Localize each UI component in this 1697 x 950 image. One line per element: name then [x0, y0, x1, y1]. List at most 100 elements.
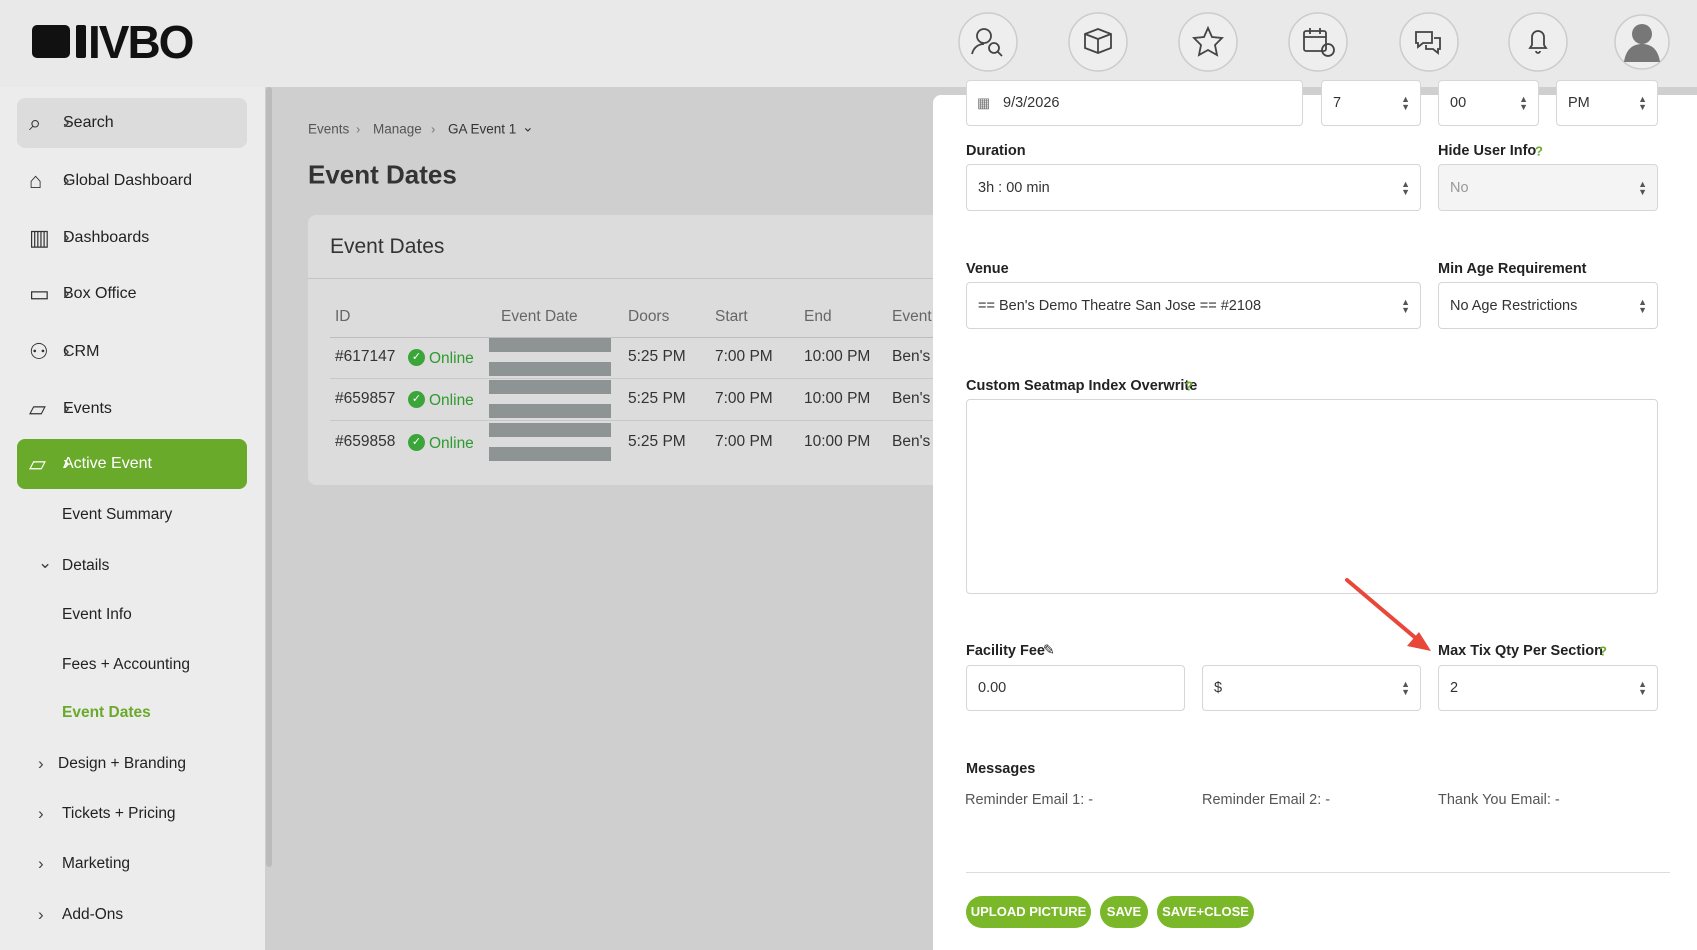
button[interactable]: UPLOAD PICTURE [966, 896, 1091, 928]
select-arrows: ▲ ▼ [1638, 679, 1647, 697]
help-icon[interactable]: ? [1185, 378, 1193, 394]
nav-subitem[interactable]: Details [62, 557, 110, 574]
cell-id[interactable]: #659858 [335, 433, 396, 450]
venue-select-value: == Ben's Demo Theatre San Jose == #2108 [978, 297, 1262, 314]
nav-item[interactable]: ▱ Active Event › [17, 439, 247, 489]
cell-status: Online [429, 350, 474, 367]
venue-select[interactable]: == Ben's Demo Theatre San Jose == #2108 ▲… [966, 282, 1421, 329]
icon-star[interactable] [1178, 12, 1238, 72]
nav-subitem[interactable]: Design + Branding [58, 755, 186, 772]
min-age-select-value: No Age Restrictions [1450, 297, 1578, 314]
hour-select[interactable]: 7 ▲ ▼ [1321, 80, 1421, 126]
button[interactable]: SAVE+CLOSE [1157, 896, 1254, 928]
cell-status: Online [429, 392, 474, 409]
nav-label: Search [63, 114, 114, 131]
nav-icon: ⌂ [29, 168, 43, 193]
icon-bell[interactable] [1508, 12, 1568, 72]
select-arrows: ▲ ▼ [1638, 94, 1647, 112]
nav-subitem[interactable]: Event Info [62, 606, 132, 623]
status-icon: ✓ [408, 349, 425, 366]
nav-icon: ⚇ [29, 339, 49, 364]
ampm-select[interactable]: PM ▲ ▼ [1556, 80, 1658, 126]
cell: Ben's [892, 390, 931, 407]
breadcrumb-item[interactable]: Events [308, 121, 350, 137]
nav-expander[interactable]: › [38, 905, 44, 924]
select-arrows: ▲ ▼ [1401, 178, 1410, 197]
date-input-value: 9/3/2026 [1003, 95, 1060, 111]
page-title: Event Dates [308, 159, 457, 190]
minute-select[interactable]: 00 ▲ ▼ [1438, 80, 1539, 126]
help-icon[interactable]: ? [1599, 643, 1607, 659]
hide-user-info-select: No ▲ ▼ [1438, 164, 1658, 211]
cell: 5:25 PM [628, 348, 686, 365]
row-divider [330, 420, 933, 421]
max-tix-select[interactable]: 2 ▲ ▼ [1438, 665, 1658, 711]
breadcrumb-item[interactable]: Manage [373, 121, 422, 137]
panel-divider [966, 872, 1670, 873]
card-divider [308, 278, 948, 279]
nav-item[interactable]: ⚇ CRM › [17, 327, 247, 377]
icon-chat[interactable] [1399, 12, 1459, 72]
nav-label: Box Office [63, 285, 137, 302]
edit-icon[interactable]: ✎ [1043, 641, 1055, 658]
nav-subitem[interactable]: Fees + Accounting [62, 656, 190, 673]
column-header: End [804, 308, 832, 325]
nav-icon: ▥ [29, 225, 50, 250]
nav-item[interactable]: ▥ Dashboards › [17, 213, 247, 263]
min-age-select[interactable]: No Age Restrictions ▲ ▼ [1438, 282, 1658, 329]
sidebar [0, 87, 272, 950]
nav-subitem[interactable]: Marketing [62, 855, 131, 872]
redacted-date [489, 362, 611, 376]
nav-item[interactable]: ▱ Events › [17, 384, 247, 434]
icon-calendar[interactable] [1288, 12, 1348, 72]
nav-item[interactable]: ⌂ Global Dashboard › [17, 156, 247, 206]
logo-block [32, 25, 70, 58]
help-icon[interactable]: ? [1535, 143, 1543, 159]
select-arrows: ▲ ▼ [1519, 94, 1528, 112]
field-label: Facility Fee [966, 643, 1045, 659]
logo: IVBO [88, 16, 194, 68]
currency-select[interactable]: $ ▲ ▼ [1202, 665, 1421, 711]
breadcrumb-dropdown[interactable]: ⌄ [522, 118, 534, 135]
nav-subitem[interactable]: Add-Ons [62, 906, 124, 923]
header-divider [330, 337, 933, 338]
hour-select-value: 7 [1333, 95, 1342, 111]
cell-id[interactable]: #617147 [335, 348, 396, 365]
field-label: Max Tix Qty Per Section [1438, 643, 1603, 659]
breadcrumb-sep: › [356, 121, 361, 137]
nav-label: Global Dashboard [63, 172, 192, 189]
nav-expander[interactable]: › [38, 854, 44, 873]
nav-subitem[interactable]: Event Dates [62, 704, 151, 721]
cell: 7:00 PM [715, 390, 773, 407]
cell: Ben's [892, 433, 931, 450]
seatmap-textarea[interactable] [966, 399, 1658, 594]
facility-fee-input[interactable]: 0.00 [966, 665, 1185, 711]
button[interactable]: SAVE [1100, 896, 1148, 928]
max-tix-select-value: 2 [1450, 680, 1459, 696]
message-item: Reminder Email 1: - [965, 792, 1094, 808]
nav-subitem[interactable]: Tickets + Pricing [62, 805, 176, 822]
date-input[interactable]: 9/3/2026 ▦ [966, 80, 1303, 126]
duration-select[interactable]: 3h : 00 min ▲ ▼ [966, 164, 1421, 211]
field-label: Min Age Requirement [1438, 261, 1587, 277]
nav-subitem[interactable]: Event Summary [62, 506, 173, 523]
nav-item[interactable]: ⌕ Search › [17, 98, 247, 148]
column-header: Start [715, 308, 748, 325]
field-label: Custom Seatmap Index Overwrite [966, 378, 1198, 394]
cell-id[interactable]: #659857 [335, 390, 396, 407]
select-arrows: ▲ ▼ [1401, 679, 1410, 697]
nav-chevron: › [63, 452, 70, 475]
nav-item[interactable]: ▭ Box Office › [17, 269, 247, 319]
field-label: Messages [966, 761, 1036, 777]
nav-expander[interactable]: › [38, 754, 44, 773]
nav-chevron: › [63, 397, 70, 420]
redacted-date [489, 423, 611, 437]
nav-expander[interactable]: › [38, 804, 44, 823]
duration-select-value: 3h : 00 min [978, 179, 1050, 196]
logo-bar [76, 25, 86, 58]
nav-expander[interactable]: ⌄ [38, 553, 53, 572]
header-icons [958, 12, 1670, 72]
hide-user-info-select-value: No [1450, 179, 1469, 196]
select-arrows: ▲ ▼ [1638, 296, 1647, 315]
facility-fee-input-value: 0.00 [978, 680, 1007, 696]
